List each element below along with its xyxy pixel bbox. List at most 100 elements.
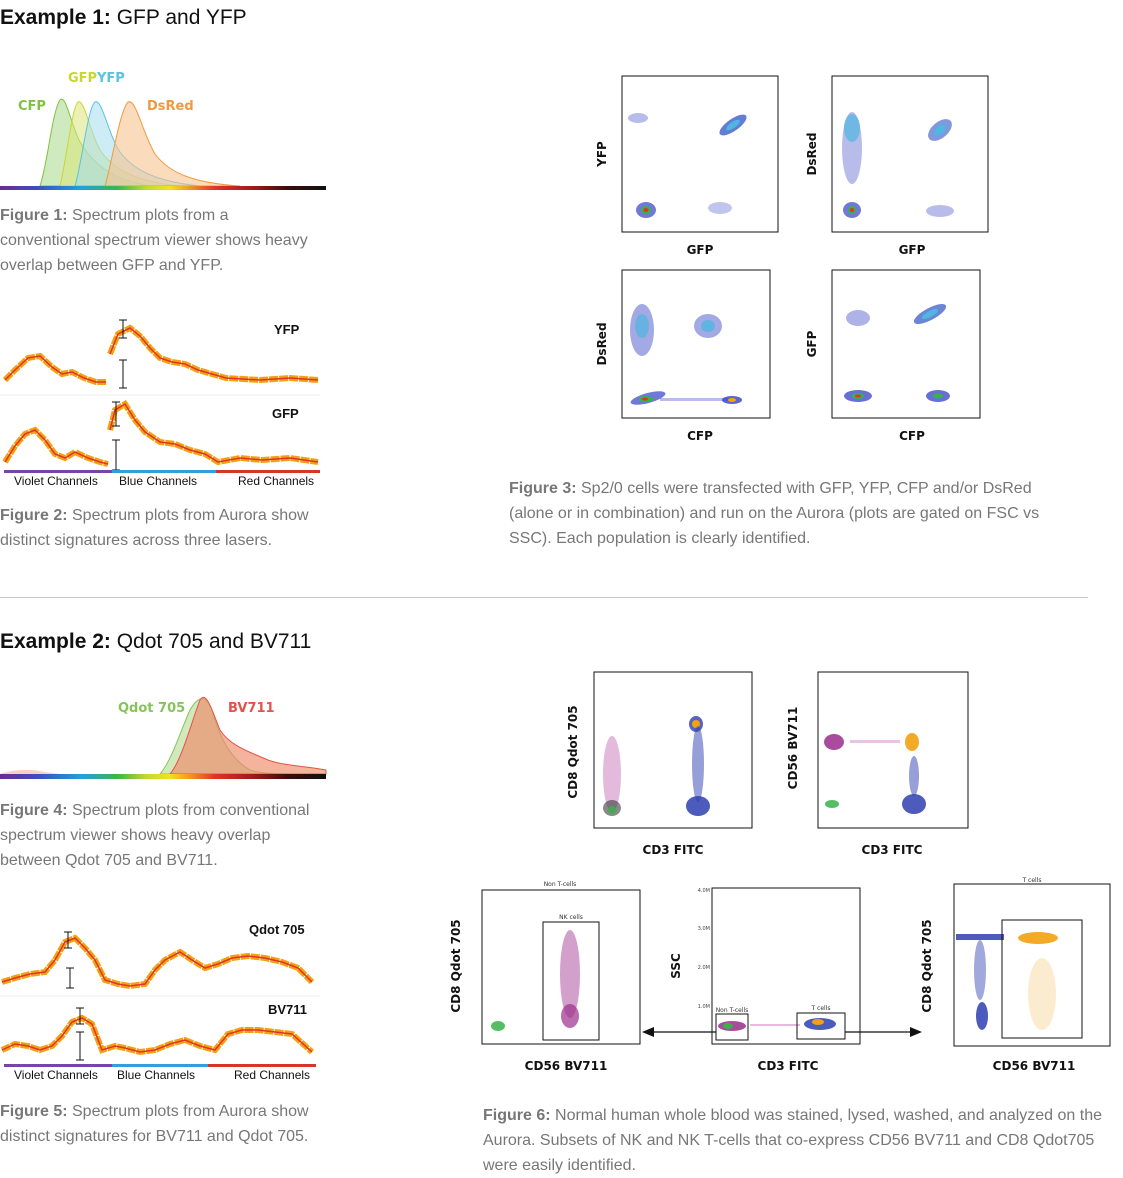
fig6-plot5-xlabel: CD56 BV711 [993,1059,1076,1073]
section-divider [0,597,1088,598]
flow-plot-cd56-vs-cd3: CD3 FITC CD56 BV711 [786,671,969,857]
figure2-caption-text: Spectrum plots from Aurora show distinct… [0,507,309,549]
bv711-curve [168,697,327,775]
example1-heading-text: GFP and YFP [110,6,247,29]
flow-plot-gfp-vs-cfp: CFP GFP [805,269,981,443]
plot1-xlabel: GFP [687,243,714,257]
fig6-plot1-xlabel: CD3 FITC [643,843,704,857]
blue-channels-label-2: Blue Channels [117,1068,195,1082]
figure3-flow-plots: GFP YFP GFP DsRed CFP DsRed [595,75,989,443]
plot4-ylabel: GFP [805,330,819,357]
nk-cells-gate-label: NK cells [559,914,583,921]
figure5-caption: Figure 5: Spectrum plots from Aurora sho… [0,1099,320,1149]
fig6-plot1-ylabel: CD8 Qdot 705 [566,705,580,798]
figure4-spectrum-viewer: Qdot 705 BV711 [0,697,327,779]
non-t-cells-gate [715,1013,749,1041]
plot2-ylabel: DsRed [805,132,819,175]
figure6-caption: Figure 6: Normal human whole blood was s… [483,1103,1103,1178]
wavelength-bar [0,186,326,190]
flow-plot-dsred-vs-gfp: GFP DsRed [805,75,989,257]
figure6-flow-plots: CD3 FITC CD8 Qdot 705 CD3 FITC CD56 BV71… [449,671,1111,1073]
yfp-label: YFP [96,71,125,86]
plot4-xlabel: CFP [899,429,925,443]
figure1-caption-bold: Figure 1: [0,207,68,224]
figure3-caption: Figure 3: Sp2/0 cells were transfected w… [509,476,1069,551]
flow-plot-dsred-vs-cfp: CFP DsRed [595,269,771,443]
bv711-signature-label: BV711 [268,1002,307,1017]
blue-band [112,470,216,473]
red-band [216,470,320,473]
blue-channels-label: Blue Channels [119,474,197,488]
gfp-signature-label: GFP [272,406,299,421]
flow-plot-t-cells: T cells CD56 BV711 CD8 Qdot 705 [920,877,1111,1073]
cfp-label: CFP [18,99,46,114]
violet-band [4,470,112,473]
figure3-caption-bold: Figure 3: [509,480,577,497]
figure4-caption: Figure 4: Spectrum plots from convention… [0,798,335,873]
figure6-caption-bold: Figure 6: [483,1107,551,1124]
figure1-caption-text: Spectrum plots from a conventional spect… [0,207,308,274]
yfp-signature [2,319,319,389]
figure5-aurora-signatures: Qdot 705 BV711 Violet Channels Blue Chan… [0,922,320,1082]
qdot705-label: Qdot 705 [118,701,185,716]
flow-plot-non-t-cells: Non T-cells NK cells CD56 BV711 CD8 Qdot… [449,881,641,1073]
gate-arrows [642,1027,922,1037]
plot2-xlabel: GFP [899,243,926,257]
nk-cells-gate [542,921,600,1041]
plot1-ylabel: YFP [595,141,609,168]
t-cells-title: T cells [1021,877,1041,884]
dsred-curve [104,101,241,187]
flow-plot-yfp-vs-gfp: GFP YFP [595,75,779,257]
red-band-2 [208,1064,316,1067]
figure2-caption-bold: Figure 2: [0,507,68,524]
fig6-plot2-xlabel: CD3 FITC [862,843,923,857]
example1-heading: Example 1: GFP and YFP [0,6,247,30]
blue-band-2 [112,1064,208,1067]
fig6-plot2-ylabel: CD56 BV711 [786,707,800,790]
example2-heading: Example 2: Qdot 705 and BV711 [0,630,311,654]
t-cells-inner-gate [1001,919,1083,1039]
bv711-signature [0,1007,315,1061]
figure6-caption-text: Normal human whole blood was stained, ly… [483,1107,1103,1174]
t-cells-gate [796,1012,846,1040]
qdot705-signature [1,931,315,990]
figure1-spectrum-viewer: CFP GFP YFP DsRed [0,71,326,190]
figure4-caption-text: Spectrum plots from conventional spectru… [0,802,310,869]
non-t-cells-title: Non T-cells [544,881,577,888]
t-cells-gate-label: T cells [810,1005,830,1012]
ssc-tick-2m: 2.0M [698,965,710,971]
fig6-plot3-xlabel: CD56 BV711 [525,1059,608,1073]
flow-plot-cd8-vs-cd3: CD3 FITC CD8 Qdot 705 [566,671,753,857]
fig6-plot5-ylabel: CD8 Qdot 705 [920,919,934,1012]
example1-heading-bold: Example 1: [0,6,111,29]
red-channels-label: Red Channels [238,474,314,488]
wavelength-bar-2 [0,774,326,779]
fig6-plot4-xlabel: CD3 FITC [758,1059,819,1073]
figure3-caption-text: Sp2/0 cells were transfected with GFP, Y… [509,480,1040,547]
figure5-caption-text: Spectrum plots from Aurora show distinct… [0,1103,309,1145]
non-t-cells-gate-label: Non T-cells [716,1007,749,1014]
violet-channels-label: Violet Channels [14,474,98,488]
violet-band-2 [4,1064,112,1067]
flow-plot-ssc-vs-cd3: 4.0M 3.0M 2.0M 1.0M Non T-cells T cells … [669,887,861,1073]
yfp-signature-label: YFP [274,322,300,337]
fig6-plot4-ylabel: SSC [669,953,683,979]
figure2-caption: Figure 2: Spectrum plots from Aurora sho… [0,503,330,553]
plot3-xlabel: CFP [687,429,713,443]
gfp-label: GFP [68,71,97,86]
bv711-label: BV711 [228,701,275,716]
fig6-plot3-ylabel: CD8 Qdot 705 [449,919,463,1012]
figure1-caption: Figure 1: Spectrum plots from a conventi… [0,203,320,278]
ssc-tick-1m: 1.0M [698,1004,710,1010]
ssc-tick-4m: 4.0M [698,888,710,894]
figure5-caption-bold: Figure 5: [0,1103,68,1120]
example2-heading-bold: Example 2: [0,630,111,653]
figure2-aurora-signatures: YFP GFP Violet Channels Blue Channels Re… [0,319,320,488]
ssc-tick-3m: 3.0M [698,926,710,932]
red-channels-label-2: Red Channels [234,1068,310,1082]
plot3-ylabel: DsRed [595,322,609,365]
gfp-signature [2,399,319,471]
figure4-caption-bold: Figure 4: [0,802,68,819]
dsred-label: DsRed [147,99,194,114]
example2-heading-text: Qdot 705 and BV711 [110,630,312,653]
